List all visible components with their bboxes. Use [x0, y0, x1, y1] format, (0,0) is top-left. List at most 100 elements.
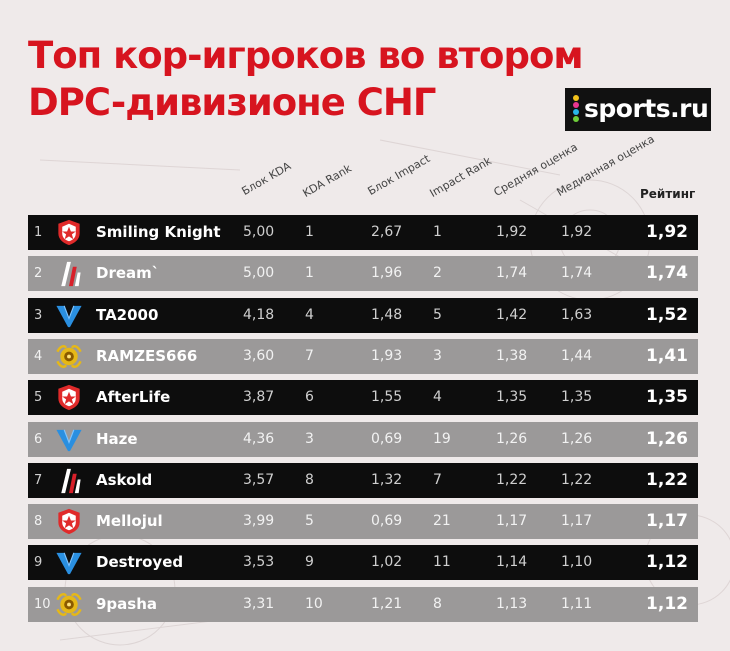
kda-block-value: 4,36: [243, 431, 275, 447]
table-row: 8 Mellojul 3,99 5 0,69 21 1,17 1,17 1,17: [28, 504, 698, 539]
player-name: Smiling Knight: [96, 223, 221, 241]
table-row: 2 Dream` 5,00 1 1,96 2 1,74 1,74 1,74: [28, 256, 698, 291]
table-row: 10 9pasha 3,31 10 1,21 8 1,13 1,11 1,12: [28, 587, 698, 622]
kda-rank-value: 6: [305, 389, 314, 405]
virtus-pro-logo-icon: [54, 425, 84, 454]
average-score-value: 1,38: [496, 348, 528, 364]
player-name: Askold: [96, 471, 153, 489]
header-rating: Рейтинг: [640, 187, 696, 201]
player-name: Haze: [96, 430, 138, 448]
row-rank-number: 8: [34, 514, 43, 529]
rating-value: 1,22: [646, 470, 688, 490]
median-score-value: 1,22: [561, 472, 593, 488]
title-line-2: DPC-дивизионе СНГ: [28, 81, 436, 124]
average-score-value: 1,26: [496, 431, 528, 447]
impact-rank-value: 7: [433, 472, 442, 488]
player-name: Destroyed: [96, 553, 184, 571]
impact-block-value: 1,93: [371, 348, 403, 364]
median-score-value: 1,35: [561, 389, 593, 405]
median-score-value: 1,92: [561, 224, 593, 240]
virtus-pro-logo-icon: [54, 548, 84, 577]
impact-block-value: 1,55: [371, 389, 403, 405]
rating-value: 1,12: [646, 552, 688, 572]
kda-rank-value: 3: [305, 431, 314, 447]
impact-rank-value: 11: [433, 554, 451, 570]
rating-value: 1,17: [646, 511, 688, 531]
rating-value: 1,41: [646, 346, 688, 366]
median-score-value: 1,26: [561, 431, 593, 447]
row-rank-number: 3: [34, 308, 43, 323]
gambit-logo-icon: [54, 507, 84, 536]
average-score-value: 1,22: [496, 472, 528, 488]
rating-value: 1,35: [646, 387, 688, 407]
virtus-pro-logo-icon: [54, 301, 84, 330]
kda-block-value: 3,99: [243, 513, 275, 529]
impact-rank-value: 2: [433, 265, 442, 281]
kda-block-value: 3,31: [243, 596, 275, 612]
kda-rank-value: 10: [305, 596, 323, 612]
impact-rank-value: 8: [433, 596, 442, 612]
player-name: Dream`: [96, 264, 160, 282]
hellraisers-logo-icon: [54, 466, 84, 495]
gold-team-logo-icon: [54, 342, 84, 371]
rating-value: 1,92: [646, 222, 688, 242]
rating-value: 1,26: [646, 429, 688, 449]
sports-ru-logo[interactable]: sports.ru: [565, 88, 711, 131]
kda-rank-value: 4: [305, 307, 314, 323]
kda-rank-value: 9: [305, 554, 314, 570]
gold-team-logo-icon: [54, 590, 84, 619]
kda-block-value: 4,18: [243, 307, 275, 323]
kda-block-value: 5,00: [243, 265, 275, 281]
row-rank-number: 4: [34, 349, 43, 364]
player-name: TA2000: [96, 306, 159, 324]
kda-block-value: 3,60: [243, 348, 275, 364]
rating-value: 1,74: [646, 263, 688, 283]
impact-rank-value: 21: [433, 513, 451, 529]
median-score-value: 1,10: [561, 554, 593, 570]
row-rank-number: 6: [34, 432, 43, 447]
impact-rank-value: 5: [433, 307, 442, 323]
row-rank-number: 1: [34, 225, 43, 240]
impact-block-value: 1,96: [371, 265, 403, 281]
player-name: RAMZES666: [96, 347, 198, 365]
impact-block-value: 1,02: [371, 554, 403, 570]
impact-block-value: 1,32: [371, 472, 403, 488]
row-rank-number: 5: [34, 390, 43, 405]
kda-rank-value: 7: [305, 348, 314, 364]
kda-rank-value: 1: [305, 224, 314, 240]
table-row: 7 Askold 3,57 8 1,32 7 1,22 1,22 1,22: [28, 463, 698, 498]
impact-block-value: 1,21: [371, 596, 403, 612]
rating-value: 1,52: [646, 305, 688, 325]
impact-block-value: 1,48: [371, 307, 403, 323]
kda-rank-value: 5: [305, 513, 314, 529]
player-name: Mellojul: [96, 512, 163, 530]
average-score-value: 1,17: [496, 513, 528, 529]
kda-rank-value: 8: [305, 472, 314, 488]
row-rank-number: 2: [34, 266, 43, 281]
average-score-value: 1,92: [496, 224, 528, 240]
gambit-logo-icon: [54, 218, 84, 247]
logo-dots-icon: [573, 95, 579, 122]
player-name: AfterLife: [96, 388, 171, 406]
row-rank-number: 9: [34, 555, 43, 570]
average-score-value: 1,74: [496, 265, 528, 281]
average-score-value: 1,35: [496, 389, 528, 405]
impact-rank-value: 3: [433, 348, 442, 364]
page-title: Топ кор-игроков во втором DPC-дивизионе …: [28, 32, 584, 126]
title-line-1: Топ кор-игроков во втором: [28, 34, 584, 77]
kda-block-value: 3,57: [243, 472, 275, 488]
average-score-value: 1,14: [496, 554, 528, 570]
row-rank-number: 10: [34, 597, 51, 612]
median-score-value: 1,74: [561, 265, 593, 281]
player-name: 9pasha: [96, 595, 158, 613]
impact-rank-value: 1: [433, 224, 442, 240]
logo-text: sports.ru: [584, 94, 709, 123]
row-rank-number: 7: [34, 473, 43, 488]
kda-block-value: 3,53: [243, 554, 275, 570]
median-score-value: 1,44: [561, 348, 593, 364]
kda-block-value: 3,87: [243, 389, 275, 405]
kda-rank-value: 1: [305, 265, 314, 281]
gambit-logo-icon: [54, 383, 84, 412]
impact-block-value: 0,69: [371, 431, 403, 447]
hellraisers-logo-icon: [54, 259, 84, 288]
